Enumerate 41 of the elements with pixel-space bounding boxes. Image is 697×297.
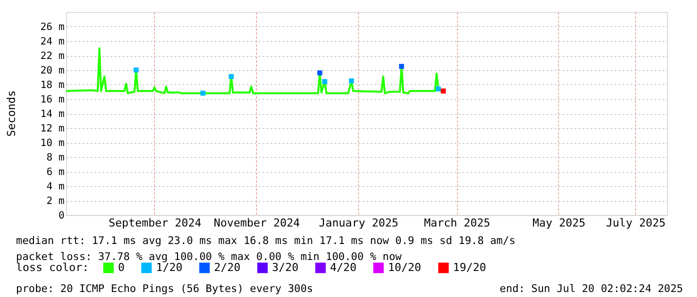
point xyxy=(322,79,328,84)
text: median rtt: 17.1 ms avg 23.0 ms max 16.8 ms min 17.1 ms now 0.9 ms sd 19.8 am/s xyxy=(16,235,516,247)
y-tick-label: 18 m xyxy=(40,80,64,91)
y-tick-label: 6 m xyxy=(46,167,64,178)
text: end: Sun Jul 20 02:02:24 2025 xyxy=(500,283,683,295)
y-tick-label: 20 m xyxy=(40,66,64,76)
y-tick-label: 24 m xyxy=(40,36,64,48)
y-tick-label: 0 xyxy=(58,210,64,222)
x-tick-label: March 2025 xyxy=(424,216,490,230)
y-tick-label: 10 m xyxy=(40,138,64,149)
y-tick-label: 16 m xyxy=(40,94,64,106)
y-tick-label: 8 m xyxy=(46,152,64,164)
y-tick-label: 4 m xyxy=(46,182,64,192)
y-tick-label: 12 m xyxy=(40,124,64,134)
x-tick-label: May 2025 xyxy=(532,216,586,230)
y-axis-title: Seconds xyxy=(5,90,18,137)
x-tick-label: July 2025 xyxy=(606,216,666,230)
y-tick-label: 14 m xyxy=(40,109,64,120)
legend-title: loss color: xyxy=(16,261,89,274)
legend-label: 19/20 xyxy=(453,260,486,274)
point xyxy=(399,64,404,69)
point xyxy=(134,68,139,72)
point xyxy=(228,74,234,80)
x-tick-label: September 2024 xyxy=(108,216,202,230)
x-tick-label: November 2024 xyxy=(214,216,300,230)
y-tick-label: 22 m xyxy=(40,51,64,62)
text: probe: 20 ICMP Echo Pings (56 Bytes) every 300s xyxy=(16,283,314,295)
legend-label: 3/20 xyxy=(272,260,298,274)
text: packet loss: 37.78 % avg 100.00 % max 0.00 % min 100.00 % now xyxy=(16,251,402,263)
y-tick-label: 2 m xyxy=(46,196,64,207)
legend-label: 2/20 xyxy=(214,260,240,274)
point xyxy=(436,86,441,92)
point xyxy=(348,78,354,84)
point xyxy=(200,90,206,96)
x-tick-label: January 2025 xyxy=(318,216,398,230)
y-tick-label: 26 m xyxy=(40,22,64,33)
legend-label: 10/20 xyxy=(388,260,422,274)
legend-label: 4/20 xyxy=(330,260,356,274)
point xyxy=(440,88,446,94)
legend-label: 0 xyxy=(118,260,125,274)
point xyxy=(317,70,322,76)
